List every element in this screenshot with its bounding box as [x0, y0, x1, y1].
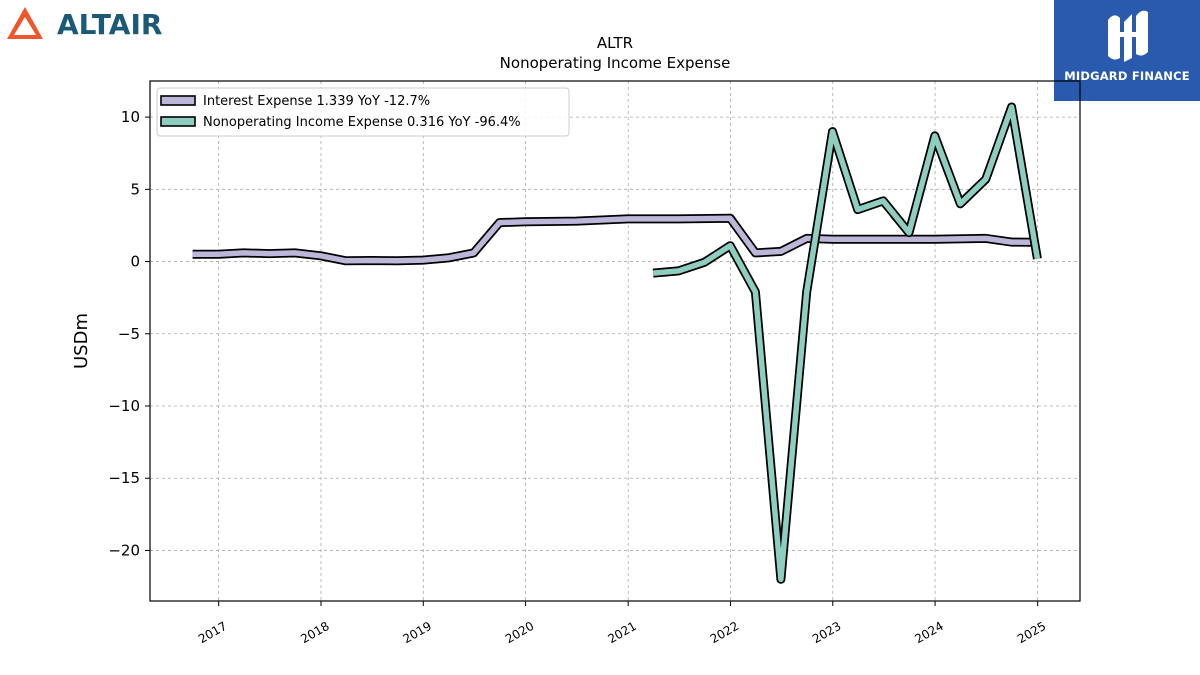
y-tick-label: −10 [108, 397, 140, 415]
legend-box [156, 87, 570, 137]
y-tick-label: −15 [108, 469, 140, 487]
chart-title: ALTR [597, 34, 633, 52]
y-axis-label: USDm [71, 313, 92, 369]
legend-swatch-1 [160, 95, 196, 106]
altair-triangle-icon [7, 7, 43, 39]
plot-frame [149, 80, 1081, 602]
x-tick-label: 2024 [912, 619, 945, 646]
series-lines [192, 102, 1042, 584]
x-tick-label: 2021 [605, 619, 638, 646]
legend-label-2: Nonoperating Income Expense 0.316 YoY -9… [203, 115, 521, 130]
midgard-emblem-icon [1108, 10, 1148, 62]
x-tick-label: 2018 [298, 619, 331, 646]
x-tick-label: 2025 [1015, 619, 1048, 646]
altair-logo: ALTAIR [7, 7, 162, 41]
x-tick-label: 2019 [401, 619, 434, 646]
y-tick-label: −20 [108, 541, 140, 559]
series-line-2 [652, 104, 1041, 583]
x-tick-label: 2020 [503, 619, 536, 646]
legend-swatch-2 [160, 116, 196, 127]
chart-subtitle: Nonoperating Income Expense [500, 54, 731, 72]
y-tick-label: 5 [130, 180, 140, 198]
y-tick-label: 10 [121, 108, 140, 126]
axis-ticks: 10 5 0 −5 −10 −15 −20 2017 2018 2019 2020 2021 2022 2… [108, 108, 1048, 646]
altair-wordmark: ALTAIR [57, 8, 162, 41]
midgard-wordmark: MIDGARD FINANCE [1064, 69, 1190, 83]
series-line-1 [192, 215, 1038, 264]
midgard-finance-logo: MIDGARD FINANCE [1054, 0, 1200, 101]
x-tick-label: 2023 [810, 619, 843, 646]
y-tick-label: −5 [118, 325, 140, 343]
legend-label-1: Interest Expense 1.339 YoY -12.7% [203, 94, 430, 109]
x-tick-label: 2017 [196, 619, 229, 646]
y-tick-label: 0 [130, 253, 140, 271]
x-tick-label: 2022 [708, 619, 741, 646]
legend: Interest Expense 1.339 YoY -12.7% Nonoper… [156, 87, 570, 137]
